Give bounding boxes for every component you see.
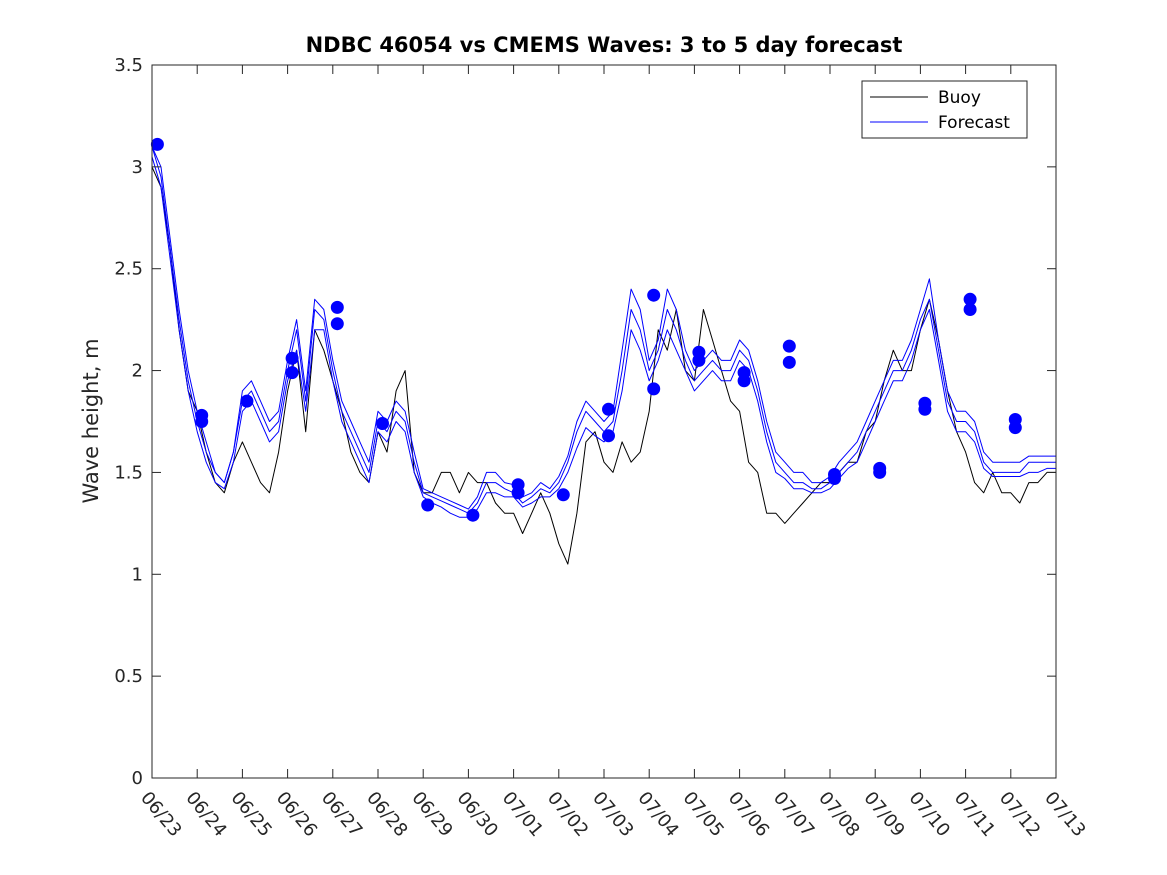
forecast-marker <box>285 351 299 365</box>
forecast-marker <box>782 355 796 369</box>
forecast-marker <box>647 288 661 302</box>
forecast-marker <box>150 137 164 151</box>
forecast-marker <box>330 300 344 314</box>
series-layer <box>151 146 1056 565</box>
forecast-marker <box>285 366 299 380</box>
y-tick-label: 1 <box>132 564 143 585</box>
forecast-series-line <box>151 156 1056 518</box>
y-tick-label: 0 <box>132 768 143 789</box>
forecast-marker <box>511 486 525 500</box>
forecast-marker <box>195 415 209 428</box>
y-tick-label: 2.5 <box>114 259 143 280</box>
y-axis: 0 0.5 1 1.5 2 2.5 3 3.5 <box>114 55 1056 789</box>
forecast-marker <box>963 303 977 316</box>
forecast-marker <box>782 339 796 353</box>
y-tick-label: 3.5 <box>114 55 143 76</box>
forecast-marker <box>330 317 344 331</box>
forecast-series-line <box>151 146 1056 510</box>
forecast-marker <box>421 498 435 512</box>
y-tick-label: 3 <box>132 157 143 178</box>
forecast-marker <box>828 472 841 485</box>
forecast-marker <box>602 402 615 416</box>
legend-label-forecast: Forecast <box>938 113 1010 133</box>
forecast-marker <box>692 353 706 367</box>
y-tick-label: 0.5 <box>114 666 143 687</box>
forecast-marker <box>466 508 480 522</box>
legend-box <box>861 80 1028 139</box>
forecast-marker <box>376 417 389 430</box>
forecast-marker <box>918 402 932 416</box>
y-tick-label: 1.5 <box>114 462 143 483</box>
forecast-marker <box>602 429 615 443</box>
forecast-marker <box>1008 421 1022 435</box>
y-axis-label: Wave height, m <box>79 338 103 503</box>
buoy-series-line <box>151 166 1056 565</box>
chart-title: NDBC 46054 vs CMEMS Waves: 3 to 5 day fo… <box>306 33 903 57</box>
forecast-marker <box>873 465 887 479</box>
y-tick-label: 2 <box>132 361 143 382</box>
forecast-marker <box>737 374 751 388</box>
legend-label-buoy: Buoy <box>938 88 981 108</box>
legend: Buoy Forecast <box>861 80 1028 139</box>
forecast-marker <box>647 382 661 396</box>
forecast-marker <box>240 394 254 408</box>
forecast-marker <box>556 488 570 502</box>
marker-layer <box>150 137 1022 522</box>
